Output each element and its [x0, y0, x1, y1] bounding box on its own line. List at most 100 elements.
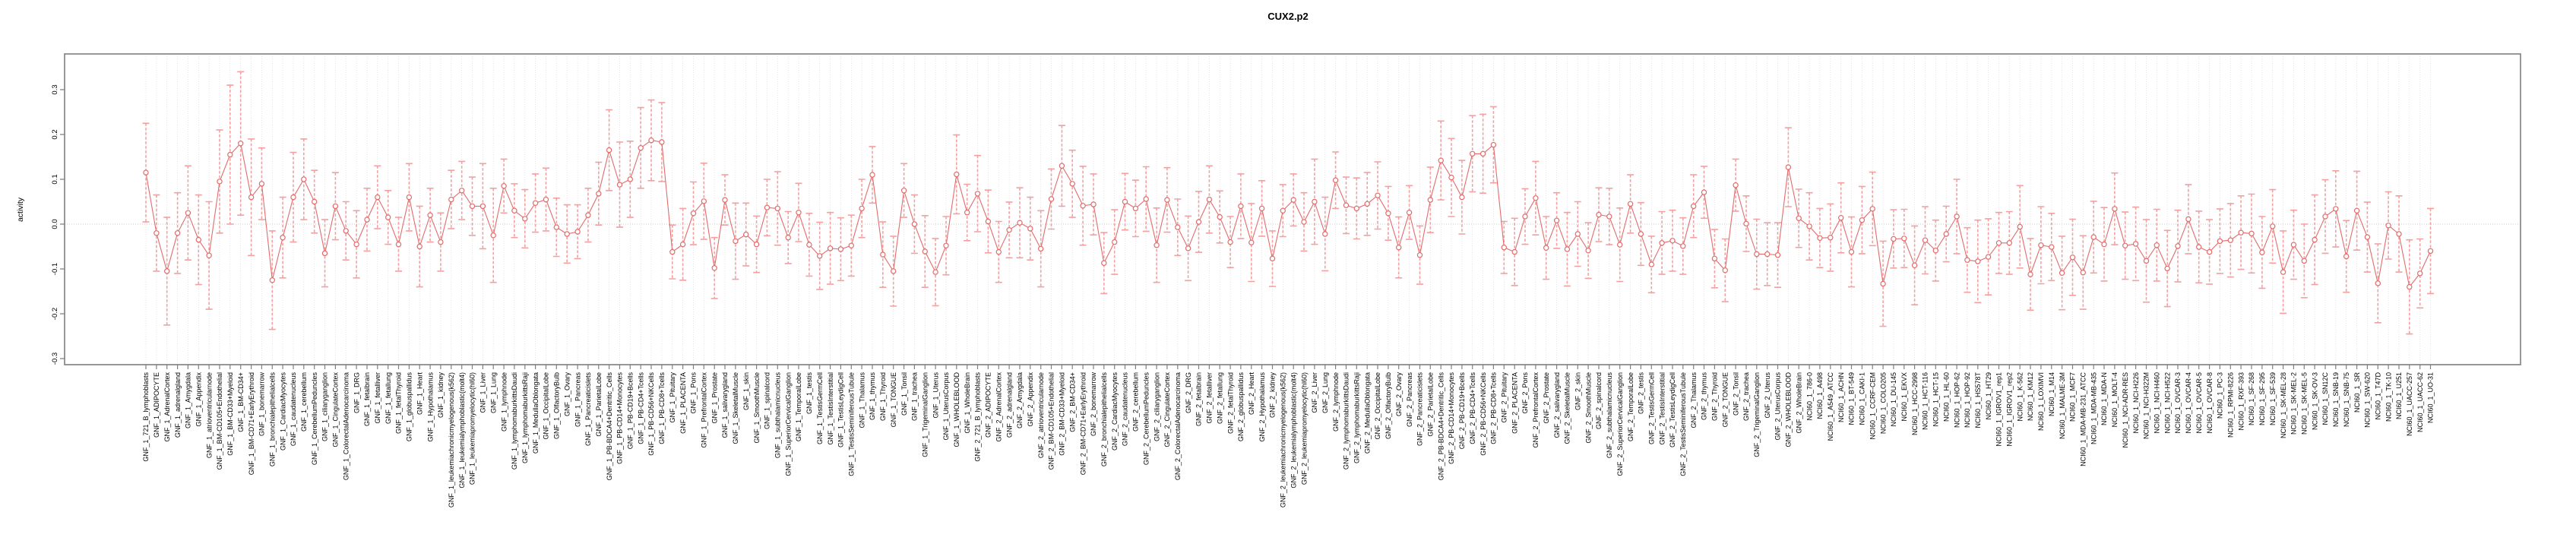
data-point — [2049, 244, 2055, 250]
x-tick-label: NCI60_1_786-0 — [1805, 372, 1813, 421]
x-tick-label: NCI60_1_NCI-H522 — [2163, 372, 2171, 434]
x-tick-label: NCI60_1_CAKI-1 — [1859, 372, 1866, 425]
data-point — [2407, 283, 2413, 290]
data-point — [2217, 238, 2223, 245]
x-tick-label: GNF_1_MedullaOblongata — [532, 372, 540, 454]
x-tick-label: GNF_2_PB-BDCA4+Dentritic_Cells — [1437, 372, 1445, 481]
data-point — [1796, 215, 1802, 221]
data-point — [1659, 240, 1665, 246]
x-tick-label: GNF_2_Uterus — [1764, 372, 1771, 419]
data-point — [1511, 248, 1517, 255]
x-tick-label: GNF_1_Amygdala — [185, 372, 192, 428]
x-tick-label: GNF_1_ColorectalAdenocarcinoma — [342, 372, 350, 480]
data-point — [227, 151, 233, 158]
data-point — [543, 196, 549, 203]
x-tick-label: GNF_1_ciliaryganglion — [321, 372, 329, 441]
x-tick-label: GNF_2_SuperiorCervicalGanglion — [1616, 372, 1624, 476]
x-tick-label: GNF_2_AdrenalCortex — [995, 372, 1003, 442]
data-point — [1490, 141, 1497, 148]
x-tick-label: NCI60_1_MDA-MB-435 — [2090, 372, 2097, 444]
data-point — [679, 241, 686, 248]
data-point — [1680, 243, 1686, 249]
x-tick-label: GNF_2_WholeBrain — [1795, 372, 1802, 434]
data-point — [1406, 210, 1413, 216]
x-tick-label: NCI60_1_A498 — [1816, 372, 1824, 419]
data-point — [1185, 245, 1191, 251]
data-point — [459, 188, 465, 194]
x-tick-label: NCI60_1_NCI-H226 — [2132, 372, 2140, 434]
data-point — [1553, 217, 1560, 223]
x-tick-label: GNF_2_leukemiapromyelocytic(hl60) — [1300, 372, 1308, 485]
data-point — [2396, 231, 2402, 237]
x-tick-label: GNF_1_Hypothalamus — [426, 372, 434, 442]
data-point — [2227, 237, 2233, 243]
x-tick-label: GNF_1_DRG — [353, 372, 360, 413]
x-tick-label: GNF_2_ParietalLobe — [1427, 372, 1435, 437]
x-tick-label: GNF_2_BM-CD105+Endothelial — [1048, 372, 1055, 470]
data-point — [880, 251, 886, 258]
x-tick-label: GNF_2_leukemialymphoblastic(molt4) — [1290, 372, 1297, 489]
error-bar-caps — [142, 71, 2434, 335]
data-point — [1817, 235, 1823, 241]
data-point — [2080, 270, 2086, 276]
data-point — [1343, 202, 1350, 208]
x-tick-label: GNF_1_testis — [805, 372, 813, 415]
x-tick-label: GNF_2_721_B_lymphoblasts — [974, 372, 982, 462]
data-point — [2238, 229, 2244, 236]
data-point — [258, 181, 265, 187]
plot-box — [64, 53, 2521, 365]
x-tick-label: GNF_2_leukemiachronicmyelogenous(k562) — [1280, 372, 1287, 507]
data-point — [1922, 237, 1929, 243]
x-tick-label: GNF_1_lymphomaburkittsRaji — [521, 372, 529, 463]
data-point — [1164, 197, 1170, 203]
data-point — [1037, 245, 1044, 252]
x-tick-label: GNF_1_SmoothMuscle — [753, 372, 761, 444]
data-point — [627, 176, 634, 182]
x-tick-label: NCI60_1_UACC-62 — [2416, 372, 2424, 432]
data-point — [1774, 252, 1781, 258]
data-point — [1585, 248, 1591, 254]
data-point — [163, 268, 170, 274]
x-tick-label: GNF_1_leukemiapromyelocytic(hl60) — [469, 372, 476, 485]
data-point — [2290, 242, 2297, 248]
data-point — [1448, 174, 1454, 181]
data-point — [375, 194, 381, 201]
data-point — [1217, 213, 1223, 220]
data-point — [1880, 280, 1886, 287]
x-tick-label: NCI60_1_HCT-116 — [1922, 372, 1929, 430]
x-tick-label: GNF_2_Appendix — [1027, 372, 1034, 427]
x-tick-label: GNF_1_leukemialymphoblastic(molt4) — [458, 372, 466, 489]
data-point — [1690, 203, 1697, 210]
x-tick-label: GNF_1_Thalamus — [858, 372, 866, 428]
x-tick-label: NCI60_1_K-562 — [2016, 372, 2024, 422]
data-point — [616, 182, 623, 188]
x-tick-label: NCI60_1_RPMI-8226 — [2227, 372, 2235, 438]
x-tick-label: GNF_1_WHOLEBLOOD — [953, 372, 960, 447]
data-point — [1669, 238, 1676, 244]
x-tick-label: GNF_1_TONGUE — [890, 372, 897, 427]
data-point — [1006, 227, 1012, 233]
data-point — [206, 252, 212, 258]
x-tick-label: NCI60_1_OVCAR-3 — [2174, 372, 2182, 434]
x-tick-label: GNF_1_AdrenalCortex — [163, 372, 171, 442]
data-point — [2175, 243, 2181, 249]
data-point — [2132, 241, 2139, 247]
x-tick-label: NCI60_1_HCC-2998 — [1911, 372, 1919, 435]
x-tick-label: GNF_1_BM-CD71+EarlyErythroid — [248, 372, 255, 475]
data-point — [321, 250, 328, 257]
data-point — [669, 248, 676, 255]
x-tick-label: NCI60_1_PC-3 — [2217, 372, 2224, 419]
x-tick-label: GNF_1_atrioventricularnode — [205, 372, 213, 458]
x-tick-label: GNF_1_BM-CD33+Myeloid — [226, 372, 234, 456]
data-point — [1869, 206, 1875, 212]
x-tick-label: GNF_2_salivarygland — [1553, 372, 1561, 438]
data-point — [1459, 194, 1465, 201]
x-tick-label: NCI60_1_SK-MEL-2 — [2290, 372, 2298, 435]
data-point — [1312, 198, 1318, 205]
data-point — [522, 216, 528, 222]
x-tick-label: GNF_2_Tonsil — [1732, 372, 1739, 416]
x-tick-label: GNF_2_BM-CD71+EarlyErythroid — [1079, 372, 1087, 475]
y-axis-label: activity — [16, 197, 25, 222]
data-point — [1353, 205, 1360, 212]
x-tick-label: NCI60_1_SK-OV-3 — [2311, 372, 2318, 430]
